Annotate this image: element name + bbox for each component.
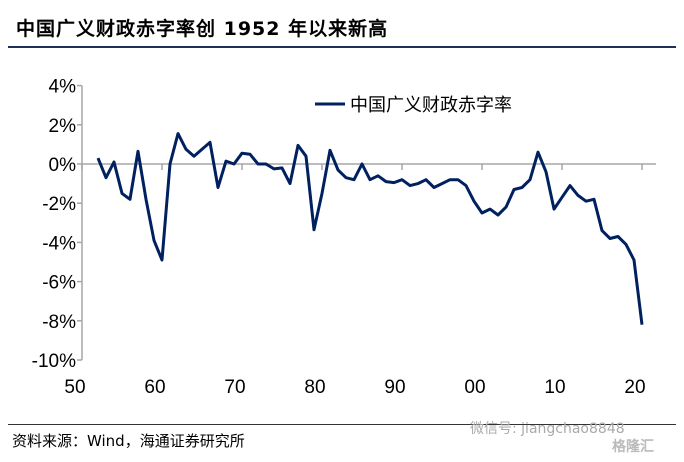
x-tick-label: 00 xyxy=(464,377,485,398)
x-tick-label: 60 xyxy=(144,377,165,398)
x-tick-label: 90 xyxy=(384,377,405,398)
x-tick-label: 50 xyxy=(64,377,85,398)
y-tick-label: -6% xyxy=(42,273,76,294)
y-tick-label: -2% xyxy=(42,194,76,215)
legend-label: 中国广义财政赤字率 xyxy=(350,95,512,116)
source-note: 资料来源：Wind，海通证券研究所 xyxy=(12,432,245,450)
y-tick-label: -10% xyxy=(32,351,76,372)
y-tick-label: -8% xyxy=(42,312,76,333)
title-divider xyxy=(8,46,676,48)
y-tick-label: 0% xyxy=(49,155,77,176)
x-tick-label: 10 xyxy=(544,377,565,398)
y-tick-label: 2% xyxy=(49,116,77,137)
y-tick-label: 4% xyxy=(49,77,77,98)
y-tick-label: -4% xyxy=(42,233,76,254)
footer-divider xyxy=(8,424,676,425)
chart-title: 中国广义财政赤字率创 1952 年以来新高 xyxy=(16,18,389,40)
x-tick-label: 70 xyxy=(224,377,245,398)
watermark-logo: 格隆汇 xyxy=(612,439,654,455)
watermark-text: 微信号: jiangchao8848 xyxy=(470,421,625,437)
x-tick-label: 20 xyxy=(624,377,645,398)
series-line xyxy=(96,132,644,325)
x-tick-label: 80 xyxy=(304,377,325,398)
